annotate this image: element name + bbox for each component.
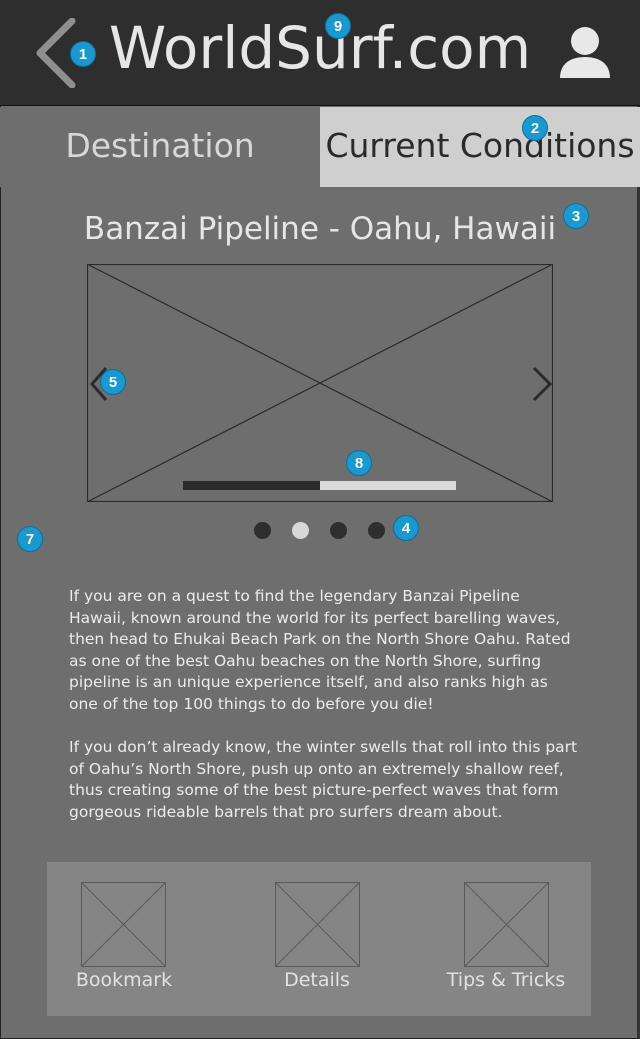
bookmark-label: Bookmark: [75, 969, 173, 991]
carousel-dot-2[interactable]: [292, 522, 309, 539]
app-header: WorldSurf.com: [0, 0, 640, 106]
annotation-marker: 8: [346, 450, 372, 476]
annotation-marker: 3: [563, 203, 589, 229]
progress-fill: [183, 481, 320, 490]
tips-label: Tips & Tricks: [446, 969, 566, 991]
carousel-image: [87, 264, 553, 502]
description-paragraph-1: If you are on a quest to find the legend…: [69, 587, 571, 713]
chevron-left-icon: [90, 367, 108, 401]
location-title: Banzai Pipeline - Oahu, Hawaii: [83, 211, 557, 247]
details-icon: [275, 882, 360, 967]
carousel-progress-bar[interactable]: [183, 481, 456, 490]
carousel-dots: [254, 522, 394, 540]
annotation-marker: 4: [393, 515, 419, 541]
tips-and-tricks-button[interactable]: Tips & Tricks: [427, 862, 591, 1016]
annotation-marker: 1: [70, 41, 96, 67]
carousel-dot-1[interactable]: [254, 522, 271, 539]
carousel-dot-4[interactable]: [368, 522, 385, 539]
annotation-marker: 2: [522, 115, 548, 141]
annotation-marker: 5: [100, 369, 126, 395]
bookmark-icon: [81, 882, 166, 967]
annotation-marker: 7: [17, 526, 43, 552]
carousel-prev-button[interactable]: [86, 362, 116, 406]
carousel-next-button[interactable]: [528, 362, 558, 406]
bottom-action-bar: Bookmark Details Tips & Tricks: [47, 862, 591, 1016]
description-paragraph-2: If you don’t already know, the winter sw…: [69, 738, 578, 821]
chevron-left-icon: [36, 17, 76, 89]
details-button[interactable]: Details: [237, 862, 417, 1016]
app-title: WorldSurf.com: [108, 14, 532, 82]
tab-current-conditions[interactable]: Current Conditions: [320, 107, 640, 187]
details-label: Details: [284, 969, 350, 991]
tab-destination[interactable]: Destination: [0, 107, 320, 187]
chevron-right-icon: [532, 366, 553, 402]
profile-button[interactable]: [556, 26, 614, 80]
back-button[interactable]: [30, 17, 90, 89]
annotation-marker: 9: [325, 13, 351, 39]
carousel-dot-3[interactable]: [330, 522, 347, 539]
user-icon: [560, 27, 610, 78]
tips-icon: [464, 882, 549, 967]
bookmark-button[interactable]: Bookmark: [47, 862, 227, 1016]
